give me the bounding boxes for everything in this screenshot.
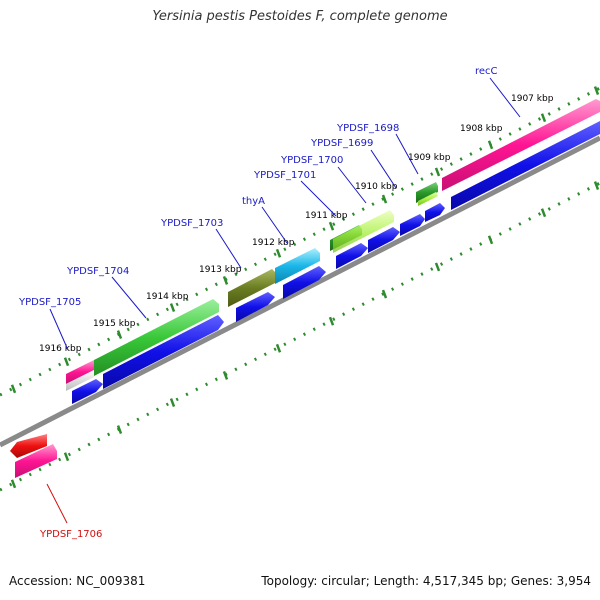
gene-bar-ypdsf-1698[interactable] bbox=[416, 182, 438, 203]
ruler-track-top bbox=[0, 86, 600, 397]
gene-features bbox=[66, 99, 600, 391]
ruler-label: 1913 kbp bbox=[199, 265, 242, 275]
ruler-label: 1916 kbp bbox=[39, 344, 82, 354]
ruler-label: 1914 kbp bbox=[146, 292, 189, 302]
accession-line: Accession: NC_009381 bbox=[9, 574, 145, 588]
cds-arrow[interactable] bbox=[451, 121, 600, 210]
ruler-tick bbox=[63, 357, 70, 367]
gene-label-ypdsf-1705[interactable]: YPDSF_1705 bbox=[18, 297, 81, 308]
ruler-tick bbox=[169, 303, 176, 312]
leader-line bbox=[46, 483, 68, 524]
gene-bar-ypdsf-1705-grey bbox=[66, 370, 94, 391]
ruler-tick bbox=[116, 425, 123, 435]
ruler-label: 1912 kbp bbox=[252, 238, 295, 248]
gene-label-ypdsf-1703[interactable]: YPDSF_1703 bbox=[160, 218, 223, 229]
ruler-label: 1910 kbp bbox=[355, 182, 398, 192]
ruler-tick bbox=[593, 181, 600, 190]
gene-label-ypdsf-1704[interactable]: YPDSF_1704 bbox=[66, 266, 129, 277]
leader-line bbox=[300, 180, 337, 217]
gene-label-ypdsf-1698[interactable]: YPDSF_1698 bbox=[336, 123, 399, 134]
leader-line bbox=[489, 77, 521, 118]
ruler-tick bbox=[222, 275, 229, 285]
ruler-tick bbox=[434, 167, 441, 177]
gene-label-ypdsf-1699[interactable]: YPDSF_1699 bbox=[310, 138, 373, 149]
gene-label-ypdsf-1701[interactable]: YPDSF_1701 bbox=[253, 170, 316, 181]
gene-label-ypdsf-1700[interactable]: YPDSF_1700 bbox=[280, 155, 343, 166]
ruler-tick bbox=[381, 194, 388, 204]
ruler-tick bbox=[63, 452, 70, 462]
gene-bar-ypdsf-1703[interactable] bbox=[228, 269, 277, 307]
leader-line bbox=[370, 149, 397, 189]
gene-bar-ypdsf-1704[interactable] bbox=[94, 299, 219, 376]
map-title: Yersinia pestis Pestoides F, complete ge… bbox=[152, 9, 448, 24]
ruler-label: 1909 kbp bbox=[408, 153, 451, 163]
genome-summary: Topology: circular; Length: 4,517,345 bp… bbox=[261, 574, 591, 588]
cds-arrow[interactable] bbox=[368, 227, 400, 253]
genome-backbone bbox=[0, 135, 600, 448]
gene-bar-ypdsf-1705[interactable] bbox=[66, 360, 94, 384]
topology-label: Topology: bbox=[261, 574, 318, 588]
ruler-tick bbox=[169, 398, 176, 407]
cds-arrow-reverse[interactable] bbox=[10, 434, 47, 458]
cds-arrow[interactable] bbox=[72, 379, 103, 404]
genes-value: 3,954 bbox=[556, 574, 591, 588]
accession-value: NC_009381 bbox=[76, 574, 146, 588]
ruler-tick bbox=[487, 235, 494, 245]
ruler-tick bbox=[116, 330, 123, 340]
gene-bar-ypdsf-1698-lime bbox=[418, 192, 438, 206]
ruler-track-bottom bbox=[0, 181, 600, 492]
accession-label: Accession: bbox=[9, 574, 73, 588]
cds-arrow[interactable] bbox=[236, 292, 275, 322]
length-value: 4,517,345 bp bbox=[422, 574, 503, 588]
leader-line bbox=[49, 308, 69, 351]
gene-label-recc[interactable]: recC bbox=[475, 66, 498, 77]
leader-line bbox=[395, 133, 419, 175]
cds-arrow[interactable] bbox=[336, 243, 368, 269]
genes-label: Genes: bbox=[510, 574, 553, 588]
leader-line bbox=[215, 228, 242, 269]
gene-bar-thya[interactable] bbox=[275, 248, 320, 284]
ruler-tick bbox=[434, 262, 441, 272]
cds-arrow[interactable] bbox=[283, 266, 326, 299]
ruler-tick bbox=[328, 316, 335, 326]
ruler-ticks-bottom bbox=[10, 181, 600, 489]
gene-label-thya[interactable]: thyA bbox=[242, 196, 265, 207]
leader-line bbox=[111, 276, 147, 319]
ruler-tick bbox=[540, 208, 547, 218]
length-label: Length: bbox=[373, 574, 420, 588]
ruler-label: 1907 kbp bbox=[511, 94, 554, 104]
gene-bar-recc[interactable] bbox=[442, 99, 600, 191]
ruler-tick bbox=[222, 370, 229, 380]
ruler-tick bbox=[10, 479, 17, 489]
gene-bar-ypdsf-1706[interactable] bbox=[15, 444, 57, 478]
topology-value: circular bbox=[321, 574, 366, 588]
gene-label-ypdsf-1706[interactable]: YPDSF_1706 bbox=[39, 529, 102, 540]
ruler-label: 1908 kbp bbox=[460, 124, 503, 134]
cds-forward-track bbox=[72, 121, 600, 404]
ruler-tick bbox=[381, 289, 388, 299]
ruler-label: 1915 kbp bbox=[93, 319, 136, 329]
ruler-ticks-top bbox=[10, 86, 600, 394]
cds-arrow[interactable] bbox=[400, 214, 425, 236]
leader-line bbox=[337, 166, 367, 204]
ruler-tick bbox=[328, 221, 335, 231]
cds-arrow[interactable] bbox=[425, 203, 445, 222]
ruler-tick bbox=[10, 384, 17, 394]
ruler-label: 1911 kbp bbox=[305, 211, 348, 221]
ruler-tick bbox=[275, 248, 282, 258]
cds-reverse-track bbox=[10, 434, 57, 478]
leader-line bbox=[261, 206, 288, 244]
ruler-tick bbox=[593, 86, 600, 95]
ruler-tick bbox=[487, 140, 494, 150]
cds-arrow[interactable] bbox=[103, 315, 224, 389]
gene-bar-ypdsf-1700[interactable] bbox=[333, 210, 394, 253]
ruler-tick bbox=[275, 343, 282, 353]
ruler-tick bbox=[540, 113, 547, 123]
